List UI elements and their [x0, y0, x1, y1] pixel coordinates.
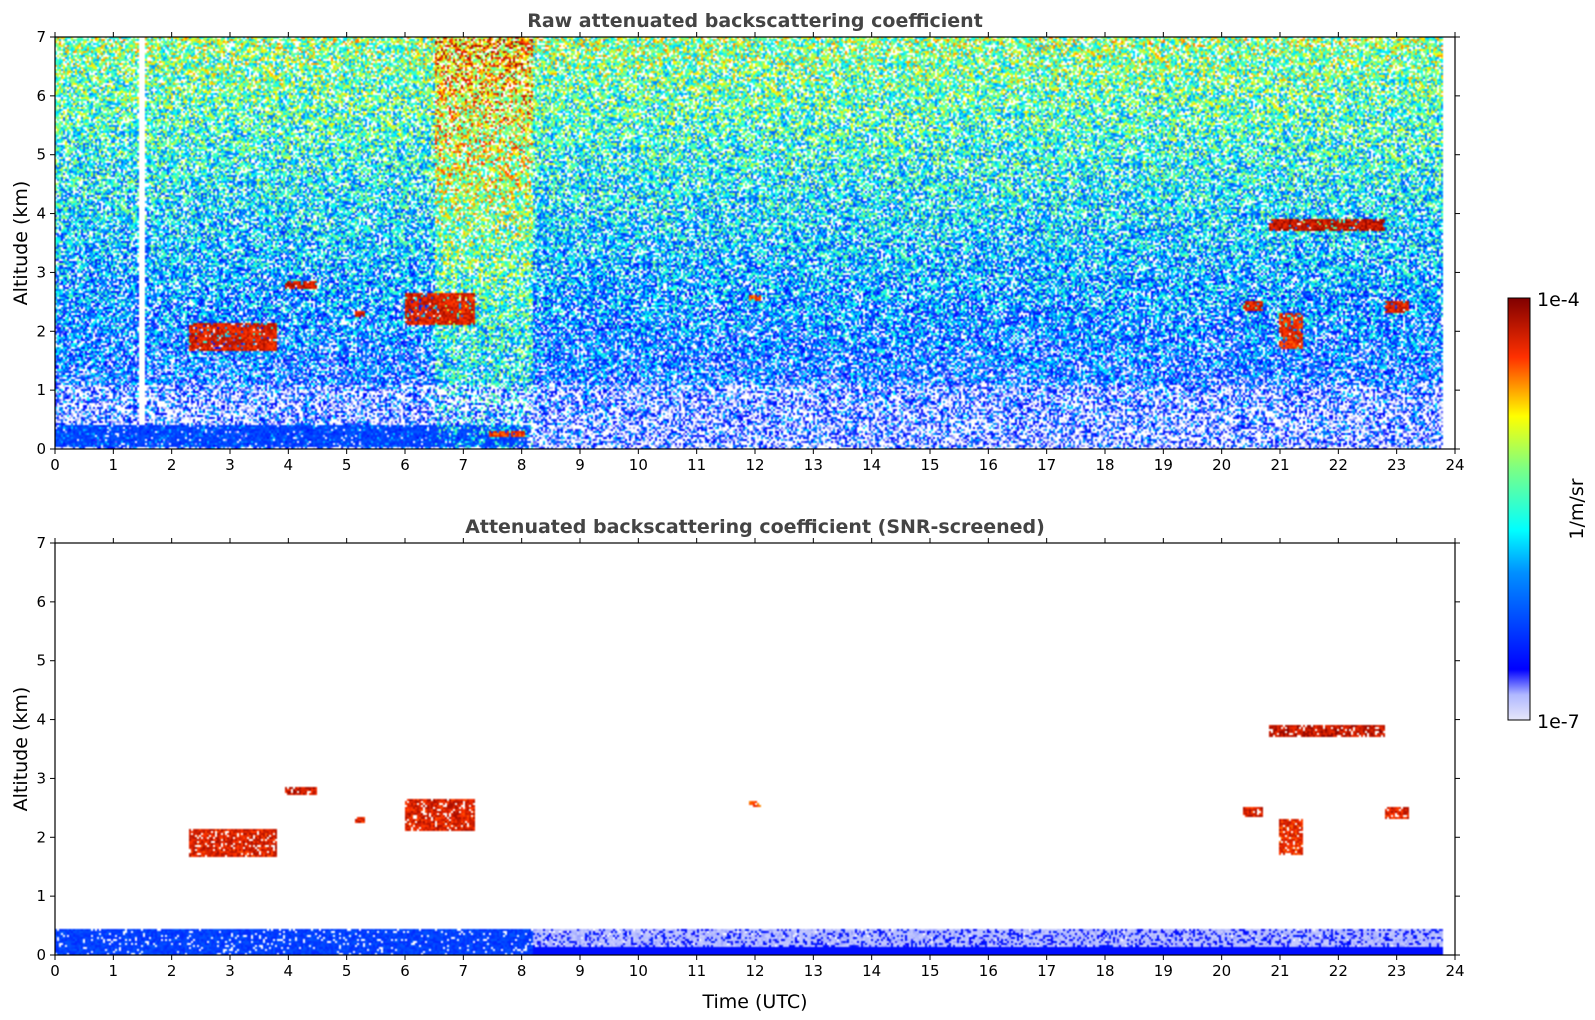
panel-screened-ticks: 0 1 2 3 4 5 6 7 8 9 10 11 12 13 14 15 16 17 18 19 20 21 22 23 24…	[36, 534, 1464, 980]
x-tick-label: 13	[804, 962, 823, 980]
panel-screened-title: Attenuated backscattering coefficient (S…	[465, 516, 1045, 538]
y-tick-label: 4	[36, 711, 46, 729]
y-tick-label: 4	[36, 205, 46, 223]
panel-raw-image	[55, 37, 1455, 449]
x-tick-label: 15	[920, 962, 939, 980]
panel-screened-heatmap	[55, 543, 1455, 955]
x-tick-label: 0	[50, 456, 60, 474]
panel-screened-ylabel: Altitude (km)	[10, 687, 32, 812]
x-tick-label: 5	[342, 456, 352, 474]
x-tick-label: 21	[1270, 456, 1289, 474]
y-tick-label: 5	[36, 146, 46, 164]
x-tick-label: 11	[687, 962, 706, 980]
x-tick-label: 22	[1329, 962, 1348, 980]
y-tick-label: 6	[36, 593, 46, 611]
x-tick-label: 4	[284, 962, 294, 980]
x-tick-label: 18	[1095, 962, 1114, 980]
x-tick-label: 12	[745, 456, 764, 474]
x-tick-label: 3	[225, 456, 235, 474]
x-tick-label: 5	[342, 962, 352, 980]
x-tick-label: 7	[459, 456, 469, 474]
x-tick-label: 23	[1387, 962, 1406, 980]
x-tick-label: 2	[167, 456, 177, 474]
x-tick-label: 10	[629, 456, 648, 474]
x-tick-label: 14	[862, 962, 881, 980]
x-tick-label: 17	[1037, 962, 1056, 980]
y-tick-label: 6	[36, 87, 46, 105]
x-tick-label: 1	[109, 456, 119, 474]
panel-screened-xlabel: Time (UTC)	[701, 991, 807, 1013]
x-tick-label: 19	[1154, 962, 1173, 980]
x-tick-label: 3	[225, 962, 235, 980]
y-tick-label: 1	[36, 381, 46, 399]
x-tick-label: 9	[575, 456, 585, 474]
x-tick-label: 22	[1329, 456, 1348, 474]
x-tick-label: 15	[920, 456, 939, 474]
y-tick-label: 2	[36, 322, 46, 340]
y-tick-label: 3	[36, 769, 46, 787]
x-tick-label: 20	[1212, 962, 1231, 980]
x-tick-label: 11	[687, 456, 706, 474]
x-tick-label: 24	[1445, 456, 1464, 474]
panel-raw-title: Raw attenuated backscattering coefficien…	[527, 10, 983, 32]
colorbar-max-label: 1e-4	[1537, 289, 1580, 311]
x-tick-label: 8	[517, 456, 527, 474]
panel-raw-ylabel: Altitude (km)	[10, 181, 32, 306]
y-tick-label: 2	[36, 828, 46, 846]
colorbar-gradient	[1507, 297, 1531, 721]
y-tick-label: 0	[36, 440, 46, 458]
x-tick-label: 24	[1445, 962, 1464, 980]
panel-raw: Raw attenuated backscattering coefficien…	[10, 10, 1465, 474]
x-tick-label: 0	[50, 962, 60, 980]
y-tick-label: 7	[36, 28, 46, 46]
x-tick-label: 13	[804, 456, 823, 474]
y-tick-label: 0	[36, 946, 46, 964]
panel-screened-image	[55, 543, 1455, 955]
x-tick-label: 16	[979, 456, 998, 474]
y-tick-label: 7	[36, 534, 46, 552]
panel-screened: Attenuated backscattering coefficient (S…	[10, 516, 1465, 1013]
x-tick-label: 1	[109, 962, 119, 980]
panel-raw-heatmap	[55, 37, 1455, 449]
x-tick-label: 6	[400, 456, 410, 474]
y-tick-label: 1	[36, 887, 46, 905]
x-tick-label: 6	[400, 962, 410, 980]
x-tick-label: 14	[862, 456, 881, 474]
colorbar: 1e-4 1e-7 1/m/sr	[1507, 289, 1588, 733]
x-tick-label: 18	[1095, 456, 1114, 474]
colorbar-unit-label: 1/m/sr	[1566, 478, 1588, 539]
y-tick-label: 3	[36, 263, 46, 281]
y-tick-label: 5	[36, 652, 46, 670]
panel-raw-ticks: 0 1 2 3 4 5 6 7 8 9 10 11 12 13 14 15 16 17 18 19 20 21 22 23 24…	[36, 28, 1464, 474]
x-tick-label: 8	[517, 962, 527, 980]
x-tick-label: 16	[979, 962, 998, 980]
x-tick-label: 9	[575, 962, 585, 980]
x-tick-label: 4	[284, 456, 294, 474]
x-tick-label: 19	[1154, 456, 1173, 474]
x-tick-label: 17	[1037, 456, 1056, 474]
x-tick-label: 23	[1387, 456, 1406, 474]
x-tick-label: 20	[1212, 456, 1231, 474]
x-tick-label: 7	[459, 962, 469, 980]
x-tick-label: 21	[1270, 962, 1289, 980]
x-tick-label: 2	[167, 962, 177, 980]
x-tick-label: 12	[745, 962, 764, 980]
x-tick-label: 10	[629, 962, 648, 980]
colorbar-min-label: 1e-7	[1537, 711, 1580, 733]
